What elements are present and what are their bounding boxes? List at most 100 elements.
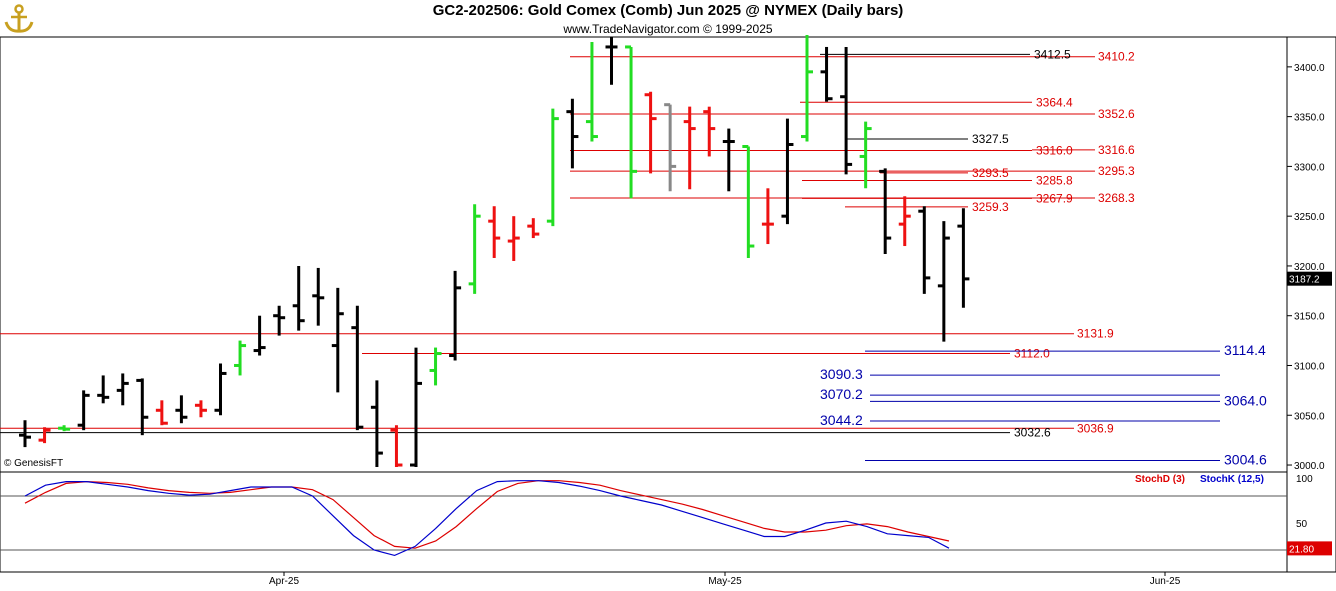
anchor-logo-icon: [4, 4, 34, 33]
ohlc-bar: [273, 305, 286, 336]
ohlc-bar: [937, 221, 950, 342]
ohlc-bar: [683, 106, 696, 190]
price-tick-label: 3050.0: [1294, 411, 1325, 422]
level-label: 3259.3: [972, 200, 1009, 214]
level-label: 3004.6: [1224, 451, 1267, 467]
price-tick-label: 3150.0: [1294, 312, 1325, 323]
level-label: 3327.5: [972, 132, 1009, 146]
stoch-axis-label: 50: [1296, 519, 1308, 530]
ohlc-bar: [527, 218, 540, 239]
price-tick-label: 3000.0: [1294, 461, 1325, 472]
ohlc-bar: [214, 363, 227, 416]
ohlc-bar: [77, 390, 90, 431]
level-label: 3293.5: [972, 166, 1009, 180]
ohlc-bar: [488, 206, 501, 258]
price-tick-label: 3200.0: [1294, 262, 1325, 273]
level-label: 3112.0: [1014, 347, 1050, 361]
level-label: 3036.9: [1077, 421, 1114, 435]
stoch-last-label: 21.80: [1289, 544, 1314, 555]
level-label: 3267.9: [1036, 191, 1073, 205]
level-label: 3316.0: [1036, 143, 1073, 157]
stochK-line: [24, 480, 950, 557]
level-label: 3090.3: [820, 366, 863, 382]
last-price-tag: [1287, 271, 1332, 286]
ohlc-bar: [429, 347, 442, 386]
stoch-last-tag: [1287, 541, 1332, 556]
price-tick-label: 3300.0: [1294, 162, 1325, 173]
price-tick-label: 3250.0: [1294, 212, 1325, 223]
ohlc-bar: [859, 121, 872, 189]
ohlc-bar: [194, 400, 207, 418]
price-tick-label: 3100.0: [1294, 361, 1325, 372]
price-tick-label: 3350.0: [1294, 113, 1325, 124]
ohlc-bar: [136, 378, 149, 436]
ohlc-bar: [351, 305, 364, 431]
level-label: 3268.3: [1098, 191, 1135, 205]
ohlc-bar: [801, 35, 813, 142]
level-label: 3412.5: [1034, 47, 1071, 61]
stochD-line: [24, 480, 950, 549]
ohlc-bar: [468, 204, 481, 294]
ohlc-bar: [116, 373, 129, 406]
ohlc-bar: [175, 395, 188, 424]
ohlc-bar: [155, 400, 168, 426]
ohlc-bar: [312, 267, 325, 326]
price-tick-label: 3400.0: [1294, 63, 1325, 74]
level-label: 3285.8: [1036, 174, 1073, 188]
ohlc-bar: [331, 287, 344, 393]
chart-title: GC2-202506: Gold Comex (Comb) Jun 2025 @…: [432, 2, 904, 19]
ohlc-bar: [370, 380, 383, 468]
ohlc-bar: [703, 106, 716, 157]
last-price-label: 3187.2: [1289, 275, 1320, 286]
level-label: 3032.6: [1014, 426, 1051, 440]
plot-frame: [0, 36, 1288, 573]
date-tick-label: Jun-25: [1150, 576, 1181, 587]
ohlc-bar: [664, 103, 677, 192]
ohlc-bar: [390, 425, 403, 468]
ohlc-bar: [625, 45, 638, 199]
level-label: 3295.3: [1098, 164, 1135, 178]
level-label: 3410.2: [1098, 50, 1135, 64]
ohlc-bar: [58, 425, 71, 432]
ohlc-bar: [722, 128, 735, 192]
level-label: 3114.4: [1224, 342, 1266, 358]
level-label: 3316.6: [1098, 143, 1135, 157]
ohlc-bar: [957, 208, 970, 308]
ohlc-bar: [820, 46, 833, 102]
ohlc-bar: [19, 420, 31, 448]
ohlc-bar: [234, 340, 247, 376]
stochK-legend: StochK (12,5): [1200, 474, 1264, 485]
ohlc-bar: [840, 46, 853, 175]
ohlc-bar: [761, 188, 774, 245]
ohlc-bar: [546, 108, 559, 227]
stochD-legend: StochD (3): [1135, 474, 1185, 485]
level-label: 3044.2: [820, 412, 863, 428]
level-label: 3364.4: [1036, 95, 1073, 109]
ohlc-bar: [507, 216, 520, 261]
ohlc-bar: [585, 41, 598, 142]
date-tick-label: Apr-25: [269, 576, 299, 587]
level-label: 3070.2: [820, 386, 863, 402]
level-label: 3352.6: [1098, 107, 1135, 121]
ohlc-bar: [742, 144, 755, 258]
ohlc-bar: [605, 37, 618, 85]
genesis-watermark: © GenesisFT: [4, 458, 64, 469]
ohlc-bar: [38, 427, 51, 444]
ohlc-bar: [97, 375, 110, 404]
level-label: 3064.0: [1224, 392, 1267, 408]
ohlc-bar: [898, 196, 911, 247]
ohlc-bar: [449, 270, 462, 361]
price-axis-panel: [1286, 36, 1336, 573]
ohlc-bar: [292, 265, 305, 331]
ohlc-bar: [644, 91, 657, 174]
ohlc-bar: [781, 118, 794, 225]
ohlc-bar: [879, 168, 892, 254]
stoch-axis-label: 100: [1296, 474, 1313, 485]
ohlc-bar: [410, 347, 422, 468]
ohlc-bar: [253, 315, 266, 356]
ohlc-bar: [918, 206, 931, 294]
ohlc-bar: [566, 98, 579, 169]
copyright-text: www.TradeNavigator.com © 1999-2025: [563, 22, 773, 36]
